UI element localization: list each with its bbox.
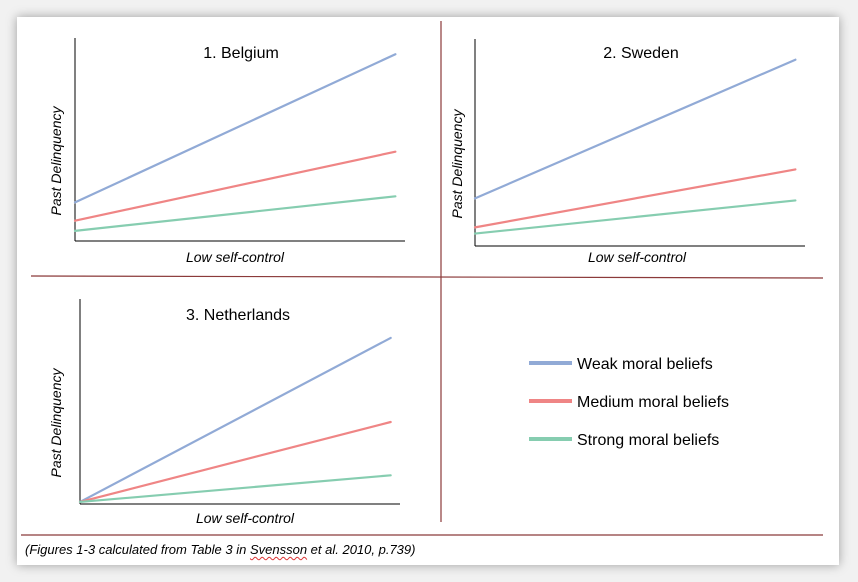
chart-2-title: 2. Sweden bbox=[603, 45, 679, 62]
chart-1-series-strong bbox=[73, 195, 397, 232]
figure-card: 1. Belgium Low self-control Past Delinquen… bbox=[17, 17, 839, 565]
chart-1-y-label: Past Delinquency bbox=[48, 106, 64, 216]
legend-label-weak: Weak moral beliefs bbox=[577, 356, 713, 373]
chart-1-series-weak bbox=[73, 53, 397, 204]
chart-3-y-label: Past Delinquency bbox=[48, 368, 64, 478]
chart-2-x-label: Low self-control bbox=[588, 249, 687, 265]
figure-caption: (Figures 1-3 calculated from Table 3 in … bbox=[25, 542, 415, 557]
caption-suffix: et al. 2010, p.739) bbox=[307, 542, 416, 557]
legend-label-medium: Medium moral beliefs bbox=[577, 394, 729, 411]
figure-canvas: 1. Belgium Low self-control Past Delinquen… bbox=[21, 21, 824, 536]
chart-3-series-medium bbox=[78, 420, 392, 504]
chart-3-series-weak bbox=[78, 336, 392, 504]
chart-2-y-label: Past Delinquency bbox=[449, 109, 465, 219]
chart-1-title: 1. Belgium bbox=[203, 45, 279, 62]
chart-1-x-label: Low self-control bbox=[186, 249, 285, 265]
chart-3-title: 3. Netherlands bbox=[186, 307, 290, 324]
caption-author: Svensson bbox=[249, 542, 308, 557]
chart-2-series-medium bbox=[473, 168, 797, 229]
chart-3-x-label: Low self-control bbox=[196, 510, 295, 526]
chart-2-series-weak bbox=[473, 58, 797, 200]
chart-2-series-strong bbox=[473, 199, 797, 235]
chart-1-series-medium bbox=[73, 150, 397, 222]
divider-horizontal bbox=[30, 275, 824, 279]
legend-label-strong: Strong moral beliefs bbox=[577, 432, 719, 449]
caption-prefix: (Figures 1-3 calculated from Table 3 in bbox=[25, 542, 250, 557]
chart-3-series-strong bbox=[78, 474, 392, 504]
